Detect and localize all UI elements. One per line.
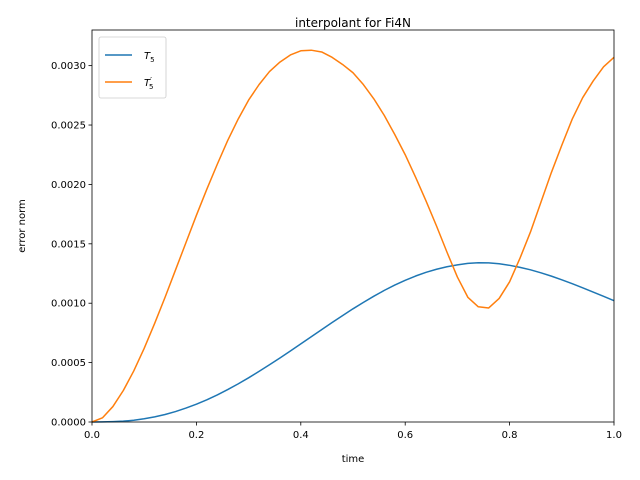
y-tick-label: 0.0000 xyxy=(51,418,86,429)
y-tick-label: 0.0015 xyxy=(51,239,86,250)
legend: T5 T′ 5 xyxy=(98,36,167,99)
x-tick-label: 0.6 xyxy=(397,430,413,441)
y-tick-label: 0.0010 xyxy=(51,299,86,310)
axes xyxy=(91,29,615,423)
legend-box xyxy=(98,36,167,99)
x-axis-ticks: 0.0 0.2 0.4 0.6 0.8 1.0 xyxy=(84,422,622,441)
plot-lines xyxy=(91,49,615,423)
y-tick-label: 0.0025 xyxy=(51,121,86,132)
y-axis-label: error norm xyxy=(17,199,28,253)
x-tick-label: 0.8 xyxy=(502,430,518,441)
x-tick-label: 0.0 xyxy=(84,430,100,441)
legend-label-1: T′ 5 xyxy=(144,76,153,91)
x-tick-label: 0.4 xyxy=(293,430,309,441)
chart-title: interpolant for Fi4N xyxy=(295,16,411,30)
x-tick-label: 0.2 xyxy=(188,430,204,441)
y-tick-label: 0.0005 xyxy=(51,358,86,369)
series-line-1 xyxy=(91,49,615,423)
plot-frame xyxy=(91,29,615,423)
y-axis-ticks: 0.0000 0.0005 0.0010 0.0015 0.0020 0.0025 0.00… xyxy=(51,61,92,429)
x-tick-label: 1.0 xyxy=(606,430,622,441)
y-tick-label: 0.0030 xyxy=(51,61,86,72)
legend-label-0: T5 xyxy=(144,51,155,64)
x-axis-label: time xyxy=(342,454,365,465)
y-tick-label: 0.0020 xyxy=(51,180,86,191)
series-line-0 xyxy=(91,261,615,423)
